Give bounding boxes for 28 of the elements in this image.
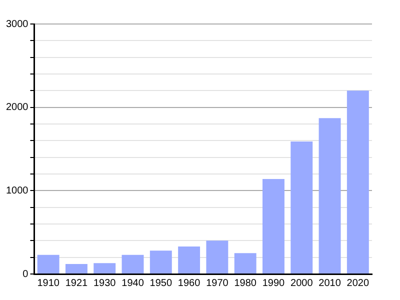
bar xyxy=(178,246,200,274)
x-tick-label: 1960 xyxy=(178,278,201,289)
x-tick-label: 1970 xyxy=(206,278,229,289)
x-tick-label: 1950 xyxy=(150,278,172,289)
x-tick-label: 1930 xyxy=(93,278,116,289)
x-tick-label: 1940 xyxy=(122,278,144,289)
x-tick-label: 2010 xyxy=(318,278,342,289)
bar xyxy=(206,240,228,274)
bar xyxy=(318,118,341,274)
y-tick-label: 0 xyxy=(22,268,29,280)
x-tick-label: 2020 xyxy=(346,278,370,289)
bar xyxy=(37,254,60,274)
x-tick-label: 1910 xyxy=(37,278,60,289)
x-tick-label: 1990 xyxy=(262,278,286,289)
bar xyxy=(65,264,88,274)
bar xyxy=(262,179,284,274)
y-tick-label: 3000 xyxy=(6,18,29,30)
x-tick-label: 1980 xyxy=(234,278,257,289)
x-tick-label: 1921 xyxy=(65,278,88,289)
bar xyxy=(346,90,369,274)
bar xyxy=(234,253,256,274)
bar xyxy=(122,254,144,274)
bar xyxy=(94,263,116,274)
y-tick-label: 1000 xyxy=(6,185,29,196)
bar xyxy=(150,250,172,274)
x-tick-label: 2000 xyxy=(290,278,314,289)
bar xyxy=(290,142,313,274)
y-tick-label: 2000 xyxy=(6,102,29,114)
